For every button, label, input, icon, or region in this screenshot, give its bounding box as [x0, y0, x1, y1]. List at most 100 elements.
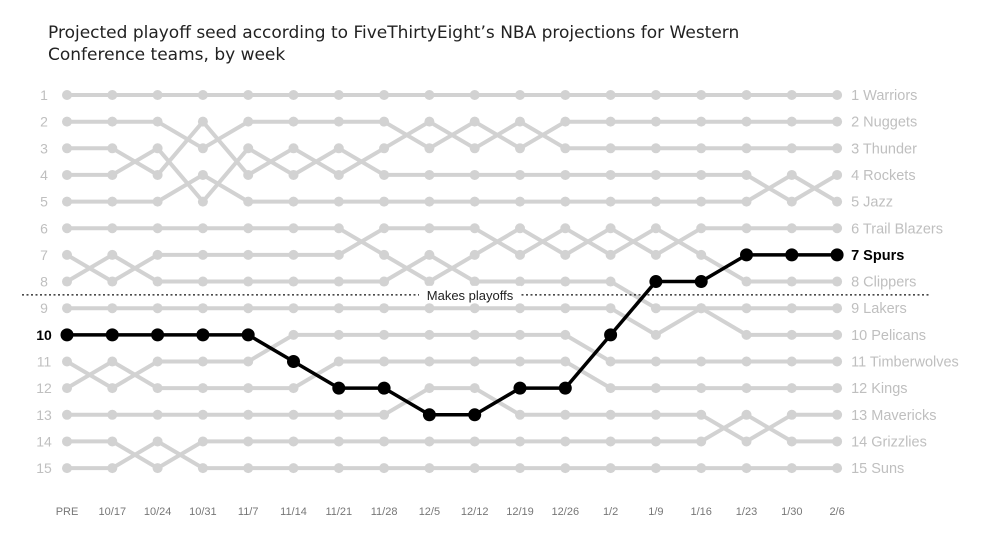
team-point [696, 116, 707, 127]
team-series [62, 356, 843, 394]
team-point [107, 196, 118, 207]
end-label: 11 Timberwolves [851, 355, 959, 371]
team-point [832, 383, 843, 394]
y-tick-label: 3 [40, 140, 48, 156]
team-point [107, 409, 118, 420]
x-tick-label: 2/6 [829, 506, 844, 518]
team-point [560, 249, 571, 260]
x-tick-label: PRE [56, 506, 79, 518]
team-point [515, 223, 525, 234]
spurs-point [558, 381, 572, 395]
team-point [786, 90, 797, 100]
team-series [62, 303, 843, 340]
x-tick-label: 10/24 [144, 506, 172, 518]
team-point [696, 223, 707, 234]
team-line [65, 226, 840, 284]
team-series [62, 116, 843, 180]
team-point [333, 196, 344, 207]
team-point [515, 436, 525, 447]
team-point [243, 143, 254, 154]
team-point [560, 90, 571, 100]
spurs-point [377, 381, 391, 395]
team-point [469, 143, 480, 154]
y-tick-label: 12 [36, 380, 52, 396]
team-point [288, 409, 299, 420]
team-point [786, 409, 797, 420]
team-point [832, 463, 843, 474]
spurs-point [151, 328, 165, 342]
team-point [424, 249, 435, 260]
spurs-point [60, 328, 74, 342]
team-point [243, 409, 254, 420]
team-point [832, 169, 843, 180]
team-line [65, 146, 840, 204]
team-point [379, 303, 390, 314]
team-line [65, 252, 840, 311]
team-point [333, 249, 344, 260]
team-point [605, 409, 616, 420]
x-tick-label: 12/12 [461, 506, 489, 518]
team-point [152, 409, 163, 420]
team-point [832, 143, 843, 154]
team-point [62, 169, 72, 180]
team-point [650, 329, 661, 340]
spurs-point [785, 248, 799, 262]
x-axis-labels: PRE 10/17 10/24 10/31 11/7 11/14 11/21 11/28 12/… [56, 506, 845, 518]
team-point [650, 356, 661, 367]
team-point [424, 116, 435, 127]
spurs-series: 10 7 Spurs [36, 248, 904, 422]
team-point [696, 409, 707, 420]
team-point [152, 249, 163, 260]
team-point [515, 303, 525, 314]
team-point [605, 276, 616, 287]
team-point [152, 276, 163, 287]
team-point [288, 196, 299, 207]
team-point [62, 196, 72, 207]
team-point [288, 463, 299, 474]
team-point [515, 463, 525, 474]
end-label: 3 Thunder [851, 141, 917, 157]
team-point [650, 223, 661, 234]
team-point [62, 276, 72, 287]
spurs-point [604, 328, 618, 342]
team-point [288, 249, 299, 260]
team-line [65, 412, 840, 471]
team-point [605, 383, 616, 394]
y-tick-label: 11 [37, 354, 52, 370]
end-label: 5 Jazz [851, 195, 893, 211]
team-point [197, 463, 208, 474]
team-point [786, 143, 797, 154]
team-point [696, 169, 707, 180]
team-series [62, 143, 843, 207]
team-point [605, 303, 616, 314]
team-series [62, 329, 843, 394]
team-point [152, 196, 163, 207]
x-tick-label: 12/5 [419, 506, 440, 518]
team-point [424, 436, 435, 447]
team-point [515, 196, 525, 207]
spurs-point [105, 328, 119, 342]
team-point [333, 409, 344, 420]
team-point [288, 116, 299, 127]
team-point [515, 356, 525, 367]
team-point [741, 409, 752, 420]
team-point [107, 249, 118, 260]
team-point [107, 90, 118, 100]
team-point [424, 223, 435, 234]
playoff-cutoff: Makes playoffs [22, 285, 930, 303]
team-point [288, 329, 299, 340]
team-point [741, 329, 752, 340]
team-point [379, 436, 390, 447]
end-label: 13 Mavericks [851, 408, 936, 424]
team-point [786, 329, 797, 340]
team-line [65, 306, 840, 337]
team-point [424, 90, 435, 100]
team-point [469, 383, 480, 394]
team-point [197, 249, 208, 260]
playoff-label: Makes playoffs [427, 288, 514, 303]
team-point [379, 409, 390, 420]
team-point [62, 356, 72, 367]
team-point [786, 276, 797, 287]
team-point [379, 143, 390, 154]
team-point [696, 436, 707, 447]
